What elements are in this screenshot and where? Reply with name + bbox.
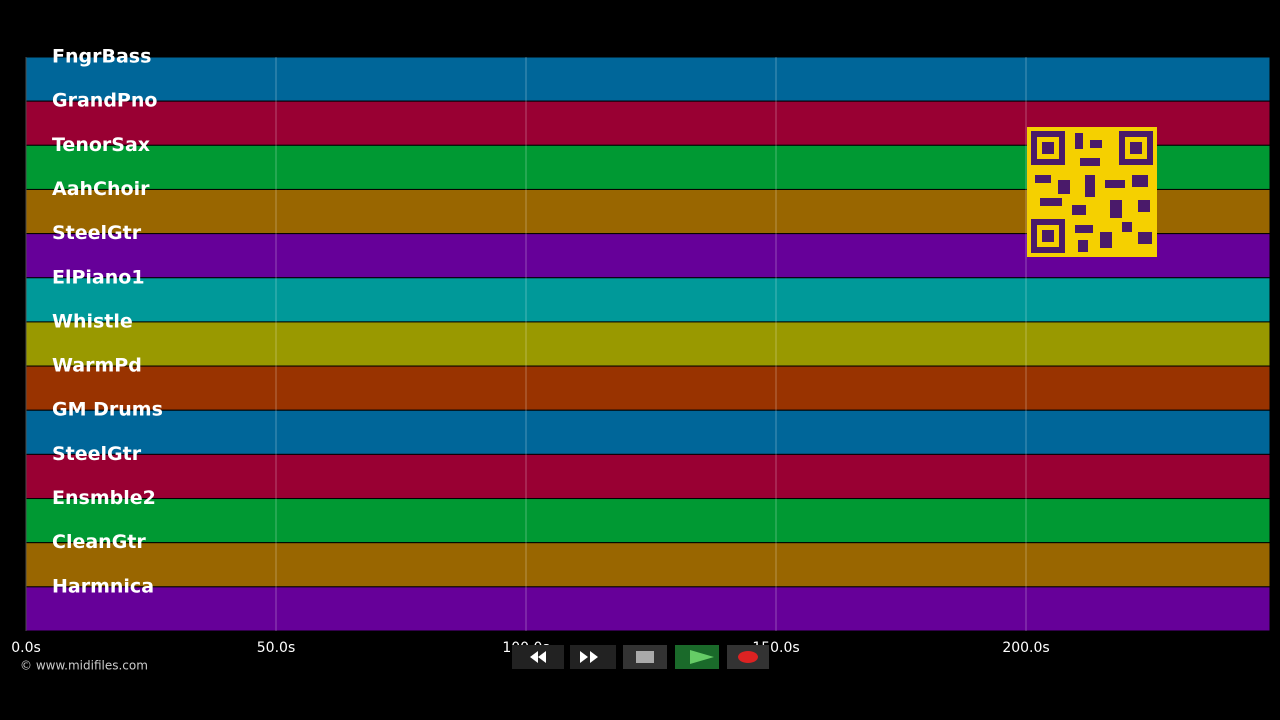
track-name: AahChoir bbox=[52, 178, 150, 200]
track-name: WarmPd bbox=[52, 355, 142, 377]
play-button[interactable] bbox=[675, 645, 719, 669]
track-lane bbox=[25, 56, 1271, 102]
track-name: SteelGtr bbox=[52, 222, 142, 244]
track-name: GM Drums bbox=[52, 399, 163, 421]
track-lane bbox=[25, 277, 1271, 323]
track-lane bbox=[25, 542, 1271, 588]
copyright: © www.midifiles.com bbox=[20, 659, 148, 673]
track-name: TenorSax bbox=[52, 134, 150, 156]
qr-code bbox=[1027, 127, 1157, 257]
track-name: Harmnica bbox=[52, 575, 154, 597]
track-name: Ensmble2 bbox=[52, 487, 156, 509]
track-lane bbox=[25, 409, 1271, 455]
track-name: Whistle bbox=[52, 310, 133, 332]
x-tick-label: 0.0s bbox=[11, 640, 41, 656]
transport-controls bbox=[512, 645, 769, 669]
rewind-button[interactable] bbox=[512, 645, 564, 669]
x-tick-label: 200.0s bbox=[1002, 640, 1049, 656]
track-name: GrandPno bbox=[52, 90, 157, 112]
track-lane bbox=[25, 586, 1271, 632]
track-lane bbox=[25, 321, 1271, 367]
record-button[interactable] bbox=[727, 645, 769, 669]
track-name: ElPiano1 bbox=[52, 266, 145, 288]
stop-button[interactable] bbox=[623, 645, 667, 669]
fast-forward-button[interactable] bbox=[570, 645, 616, 669]
track-name: CleanGtr bbox=[52, 531, 146, 553]
x-tick-label: 50.0s bbox=[257, 640, 295, 656]
track-name: FngrBass bbox=[52, 46, 151, 68]
track-lane bbox=[25, 365, 1271, 411]
track-name: SteelGtr bbox=[52, 443, 142, 465]
track-lane bbox=[25, 498, 1271, 544]
track-lane bbox=[25, 453, 1271, 500]
